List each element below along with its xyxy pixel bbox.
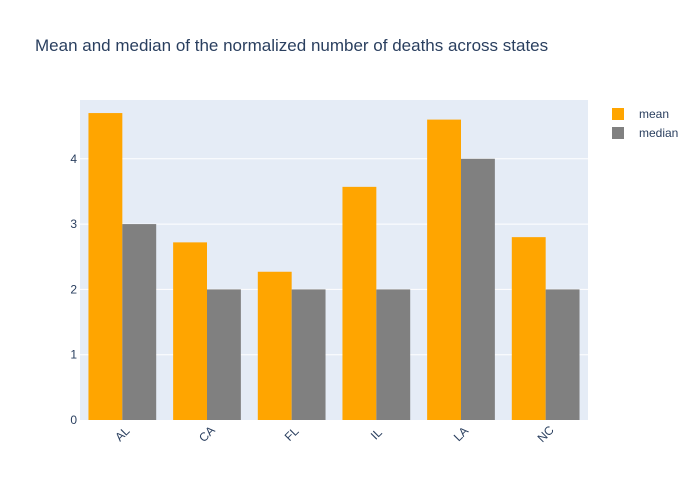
bar-median-il[interactable] (376, 289, 411, 420)
bar-median-ca[interactable] (207, 289, 241, 420)
gridlines (80, 158, 588, 356)
legend-swatch (612, 127, 624, 139)
y-tick-label: 2 (70, 282, 77, 296)
legend-item-mean[interactable]: mean (612, 107, 669, 121)
bar-median-nc[interactable] (545, 289, 580, 420)
bar-median-la[interactable] (461, 158, 495, 420)
plot-area (80, 100, 588, 420)
legend-item-median[interactable]: median (612, 126, 678, 140)
x-tick-label: CA (196, 423, 218, 445)
x-tick-label: FL (282, 424, 302, 444)
y-tick-label: 4 (70, 152, 77, 166)
bar-mean-nc[interactable] (511, 237, 546, 420)
legend-label: median (639, 126, 678, 140)
y-tick-label: 1 (70, 348, 77, 362)
y-axis-ticks: 0 1 2 3 4 (70, 152, 77, 427)
legend-label: mean (639, 107, 669, 121)
bar-median-al[interactable] (122, 224, 157, 420)
x-tick-label: AL (112, 424, 133, 445)
bars (88, 113, 580, 421)
bar-median-fl[interactable] (291, 289, 326, 420)
x-tick-label: LA (451, 424, 471, 444)
y-tick-label: 3 (70, 217, 77, 231)
bar-mean-al[interactable] (88, 113, 123, 421)
legend[interactable]: mean median (612, 107, 678, 140)
y-tick-label: 0 (70, 413, 77, 427)
legend-swatch (612, 108, 624, 120)
bar-mean-il[interactable] (342, 186, 377, 420)
bar-mean-la[interactable] (427, 119, 461, 421)
x-tick-label: NC (535, 423, 557, 445)
chart-title: Mean and median of the normalized number… (35, 36, 548, 55)
x-axis-ticks: AL CA FL IL LA NC (112, 423, 557, 445)
bar-mean-ca[interactable] (173, 242, 207, 420)
bar-mean-fl[interactable] (257, 271, 292, 420)
x-tick-label: IL (368, 425, 385, 442)
